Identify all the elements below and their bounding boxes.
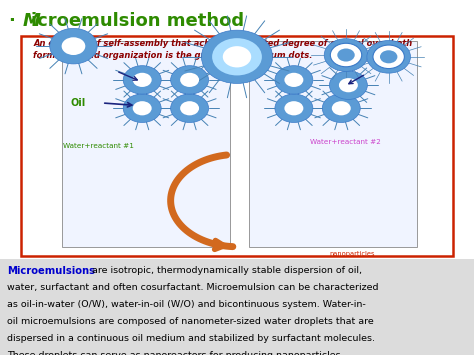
- Circle shape: [275, 66, 313, 94]
- Circle shape: [171, 94, 209, 122]
- Circle shape: [123, 94, 161, 122]
- Text: nanoparticles: nanoparticles: [329, 251, 375, 257]
- Bar: [62, 41, 230, 247]
- Text: dispersed in a continuous oil medium and stabilized by surfactant molecules.: dispersed in a continuous oil medium and…: [7, 334, 375, 343]
- Circle shape: [123, 66, 161, 94]
- Text: These droplets can serve as nanoreactors for producing nanoparticles: These droplets can serve as nanoreactors…: [7, 351, 341, 355]
- Circle shape: [212, 38, 262, 75]
- Circle shape: [275, 94, 313, 122]
- Text: oil microemulsions are composed of nanometer-sized water droplets that are: oil microemulsions are composed of nanom…: [7, 317, 374, 326]
- Circle shape: [324, 39, 368, 71]
- Circle shape: [329, 71, 367, 99]
- Text: Microemulsions: Microemulsions: [7, 266, 95, 276]
- Circle shape: [332, 101, 351, 115]
- Text: as oil-in-water (O/W), water-in-oil (W/O) and bicontinuous system. Water-in-: as oil-in-water (O/W), water-in-oil (W/O…: [7, 300, 366, 309]
- Text: Oil: Oil: [70, 98, 85, 108]
- Text: water, surfactant and often cosurfactant. Microemulsion can be characterized: water, surfactant and often cosurfactant…: [7, 283, 379, 292]
- Text: M: M: [23, 12, 41, 31]
- Bar: [0, 259, 474, 355]
- Circle shape: [50, 28, 97, 64]
- Circle shape: [373, 45, 404, 69]
- Circle shape: [367, 40, 410, 73]
- Text: An example of self-assembly that achieves a limited degree of control over both: An example of self-assembly that achieve…: [33, 39, 412, 48]
- Circle shape: [339, 78, 358, 92]
- Circle shape: [284, 101, 303, 115]
- Text: Water+reactant #1: Water+reactant #1: [63, 143, 134, 149]
- Circle shape: [337, 49, 355, 61]
- Bar: [21, 36, 453, 256]
- Text: formation and organization is the growth of quantum dots.: formation and organization is the growth…: [33, 51, 312, 60]
- Circle shape: [284, 73, 303, 87]
- Bar: [249, 41, 417, 247]
- Text: icroemulsion method: icroemulsion method: [31, 12, 244, 31]
- Circle shape: [223, 46, 251, 67]
- Text: are isotropic, thermodynamically stable dispersion of oil,: are isotropic, thermodynamically stable …: [89, 266, 362, 275]
- Circle shape: [180, 101, 199, 115]
- Text: ·: ·: [9, 12, 22, 31]
- Circle shape: [180, 73, 199, 87]
- Circle shape: [201, 30, 273, 83]
- Circle shape: [322, 94, 360, 122]
- Circle shape: [133, 73, 152, 87]
- Text: Water+reactant #2: Water+reactant #2: [310, 139, 382, 145]
- Circle shape: [133, 101, 152, 115]
- Circle shape: [380, 50, 397, 63]
- Circle shape: [62, 37, 85, 55]
- Circle shape: [171, 66, 209, 94]
- Circle shape: [330, 43, 362, 67]
